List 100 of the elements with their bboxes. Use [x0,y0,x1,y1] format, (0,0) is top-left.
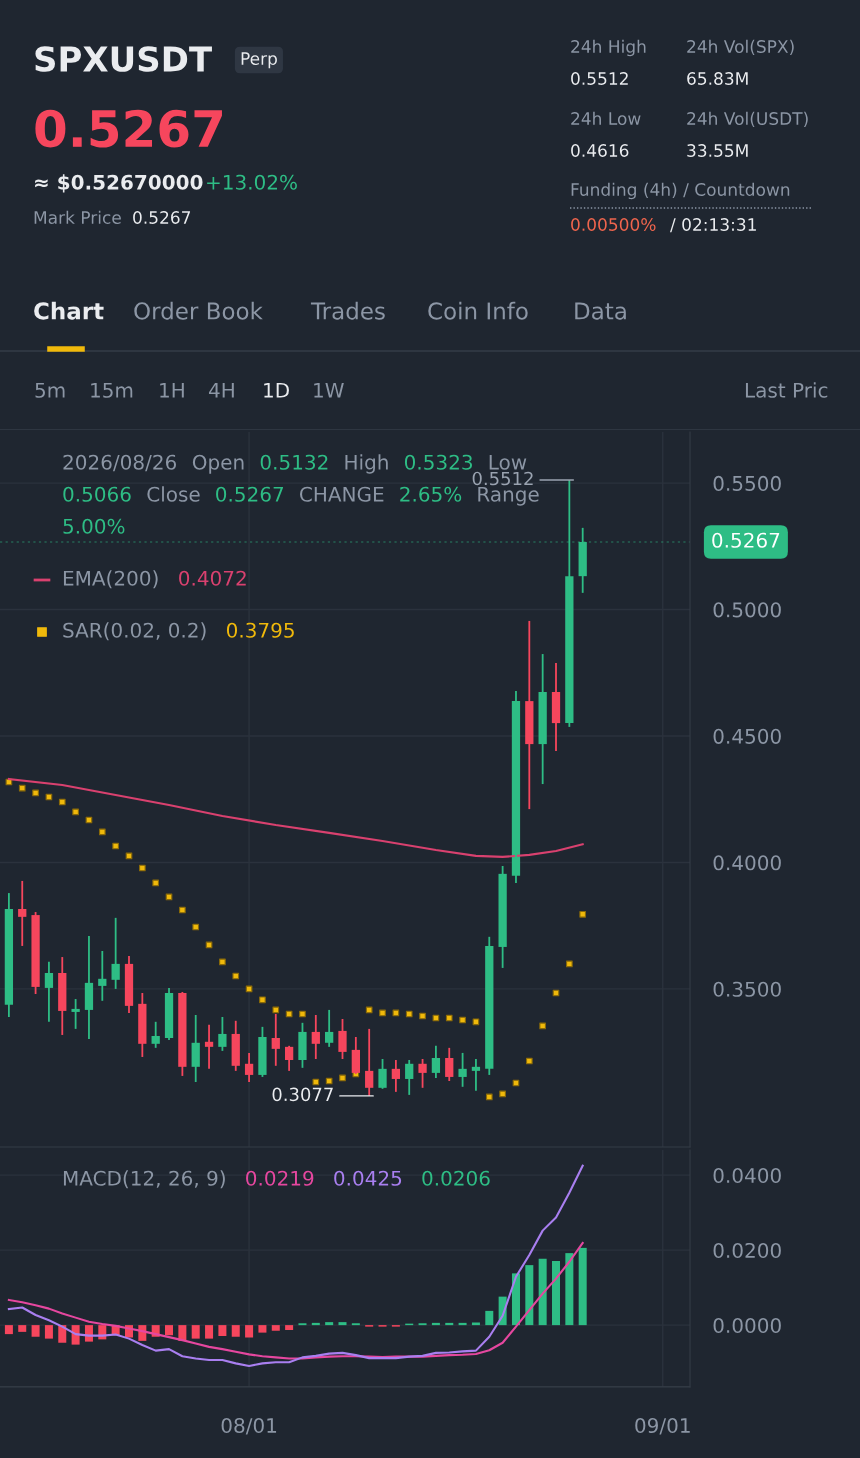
annotation: 0.5267 [216,486,284,502]
bar [578,1247,587,1326]
bar [165,1325,174,1336]
point [379,1009,386,1017]
point [499,1090,506,1098]
annotation: 0.3795 [226,622,294,638]
y-tick-label: 0.4500 [713,728,781,744]
annotation: 0.0219 [246,1170,314,1186]
point [485,1093,493,1101]
point [139,864,146,872]
point [539,1022,546,1030]
bar [538,1258,547,1326]
text: ≈ $0.52670000 [35,174,203,193]
annotation: 0.5323 [404,454,472,470]
text: 24h Vol(USDT) [687,111,808,127]
point [32,789,39,797]
annotation: 2026/08/26 [63,454,177,472]
text: 24h High [571,39,646,57]
annotation: 5.00% [63,518,125,534]
point [365,1006,373,1014]
bar [552,1261,561,1326]
candlestick [418,1058,427,1089]
text: 0.4616 [571,144,629,157]
bar [485,1310,494,1326]
text: 15m [91,382,133,398]
point [219,958,226,966]
point [405,1010,413,1018]
x-tick-label: 09/01 [635,1417,690,1435]
bar [44,1325,53,1339]
point [525,1057,533,1065]
point [445,1014,453,1022]
y-tick-label: 0.5500 [713,475,781,491]
line-series [7,777,584,858]
point [259,996,266,1004]
text: 65.83M [687,72,748,85]
point [566,960,573,968]
annotation: 0.5132 [260,454,328,470]
text: MACD(12, 26, 9) [63,1170,225,1189]
y-tick-label: 0.3500 [713,981,781,997]
text: Perp [241,52,277,69]
text: 1D [264,382,289,398]
annotation: Low [489,454,527,470]
text: 0.5267 [133,211,191,224]
point [152,879,160,887]
annotation: 0.0206 [422,1170,490,1186]
annotation: 2.65% [400,486,462,502]
text: SPXUSDT [35,46,212,72]
y-tick-label: 0.0400 [713,1167,781,1184]
text: Data [575,302,626,320]
annotation: Range [478,486,539,506]
annotation: 0.4072 [179,570,246,586]
annotation: 0.5512 [472,471,533,486]
bar [338,1322,347,1326]
line-series [7,1241,584,1360]
candlestick [298,1021,307,1069]
candlestick [31,911,40,995]
point [112,842,119,850]
text: 1W [314,382,344,398]
bar [18,1325,27,1332]
text: +13.02% [207,174,297,190]
bar [218,1325,227,1336]
point [272,1006,280,1014]
candlestick [338,1018,347,1060]
annotation: Open [192,454,244,474]
y-tick-label: 0.0000 [713,1317,781,1334]
text: Order Book [134,301,263,320]
bar [258,1325,267,1333]
bar [231,1325,240,1337]
annotation: High [345,454,388,474]
ref-line-label: 0.5267 [712,532,780,548]
point [192,923,200,931]
y-tick-label: 0.4000 [713,855,781,871]
text: / 02:13:31 [670,218,756,233]
point [299,1010,306,1018]
text: Trades [310,301,385,320]
bar [31,1325,40,1337]
text: 0.5512 [571,72,628,85]
bar [245,1325,254,1338]
text: 24h Vol(SPX) [687,39,794,55]
y-tick-label: 0.5000 [713,602,781,618]
x-tick-label: 08/01 [221,1417,277,1435]
bar [525,1265,534,1326]
legend-label: SAR(0.02, 0.2) [63,622,206,641]
bar [191,1325,200,1339]
point [459,1016,466,1024]
text: Chart [34,301,104,320]
annotation: 0.0425 [334,1170,402,1186]
annotation: 0.3077 [272,1087,333,1102]
bar [285,1325,294,1330]
line-series [7,1164,584,1368]
candlestick [458,1052,467,1088]
bar [271,1325,280,1331]
legend-label: EMA(200) [63,570,158,589]
point [98,828,106,836]
point [579,910,587,918]
candlestick [258,1025,267,1078]
bar [4,1325,13,1335]
bar [565,1253,574,1326]
bar [325,1322,334,1326]
point [312,1078,320,1086]
